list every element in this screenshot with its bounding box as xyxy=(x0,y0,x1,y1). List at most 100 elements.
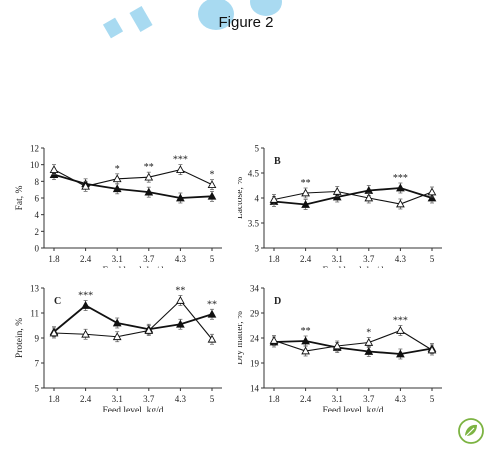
open-triangle-marker xyxy=(364,193,374,202)
x-tick-label: 5 xyxy=(430,394,435,404)
y-tick-label: 19 xyxy=(250,359,260,369)
series-line xyxy=(53,304,213,333)
x-tick-label: 5 xyxy=(430,254,435,264)
significance-mark: * xyxy=(115,164,120,175)
x-tick-label: 1.8 xyxy=(268,254,280,264)
lactose-chart: 3 3.5 4 4.5 5 1.8 2.4 3.1 3.7 4.3 5 Feed level, kg/… xyxy=(238,144,442,268)
y-tick-label: 2 xyxy=(35,227,40,237)
x-tick-label: 1.8 xyxy=(268,394,280,404)
x-tick-label: 2.4 xyxy=(300,254,312,264)
open-triangle-marker xyxy=(207,180,217,188)
open-triangle-marker xyxy=(144,172,154,181)
y-tick-label: 14 xyxy=(250,384,260,394)
filled-triangle-marker xyxy=(112,184,122,193)
series-line xyxy=(273,190,433,205)
filled-triangle-marker xyxy=(112,318,122,327)
figure-title: Figure 2 xyxy=(218,14,274,31)
panel-label: D xyxy=(274,296,281,307)
filled-triangle-marker xyxy=(396,349,405,358)
y-axis-label: Dry matter, % xyxy=(238,311,245,365)
significance-mark: * xyxy=(366,328,371,339)
open-triangle-marker xyxy=(207,334,217,343)
series-line xyxy=(53,173,213,199)
y-tick-label: 0 xyxy=(35,244,40,254)
significance-mark: ** xyxy=(207,299,217,310)
filled-triangle-marker xyxy=(207,309,217,318)
filled-triangle-marker xyxy=(301,336,310,345)
series-line xyxy=(273,329,433,352)
y-tick-label: 6 xyxy=(35,194,40,204)
x-tick-label: 4.3 xyxy=(395,254,407,264)
y-tick-label: 29 xyxy=(250,309,260,319)
significance-mark: ** xyxy=(301,326,311,337)
open-triangle-marker xyxy=(301,188,310,197)
y-tick-label: 4 xyxy=(255,194,260,204)
open-triangle-marker xyxy=(332,186,342,195)
filled-triangle-marker xyxy=(427,193,437,202)
leaf-logo-icon xyxy=(458,418,484,444)
open-triangle-marker xyxy=(396,325,405,334)
open-triangle-marker xyxy=(81,181,90,190)
x-tick-label: 3.7 xyxy=(143,394,155,404)
y-tick-label: 5 xyxy=(255,144,260,154)
open-triangle-marker xyxy=(49,328,59,337)
significance-mark: ** xyxy=(175,286,185,297)
y-tick-label: 4 xyxy=(35,210,40,220)
panel-label: B xyxy=(274,156,281,167)
y-tick-label: 5 xyxy=(35,384,40,394)
open-triangle-marker xyxy=(112,332,122,341)
open-triangle-marker xyxy=(364,337,374,346)
open-triangle-marker xyxy=(176,165,185,173)
y-tick-label: 3 xyxy=(255,244,260,254)
open-triangle-marker xyxy=(427,187,437,196)
fat-chart: 0 2 4 6 8 10 12 1.8 2.4 3.1 3.7 4.3 5 Feed level, kg/… xyxy=(15,144,222,268)
y-tick-label: 8 xyxy=(35,177,40,187)
series-line xyxy=(273,340,433,355)
filled-triangle-marker xyxy=(176,193,185,202)
x-tick-label: 2.4 xyxy=(300,394,312,404)
y-tick-label: 9 xyxy=(35,334,40,344)
panel-label: C xyxy=(54,296,61,307)
x-axis-label: Feed level, kg/d xyxy=(103,266,164,268)
open-triangle-marker xyxy=(49,165,59,173)
x-tick-label: 3.7 xyxy=(363,254,375,264)
significance-mark: ** xyxy=(144,162,154,173)
x-tick-label: 2.4 xyxy=(80,394,92,404)
significance-mark: *** xyxy=(393,316,408,327)
x-tick-label: 3.1 xyxy=(112,394,123,404)
dry-matter-chart: 14 19 24 29 34 1.8 2.4 3.1 3.7 4.3 5 Feed level, kg… xyxy=(238,284,442,412)
x-tick-label: 4.3 xyxy=(175,254,187,264)
series-line xyxy=(53,169,213,187)
y-tick-label: 24 xyxy=(250,334,260,344)
x-tick-label: 3.7 xyxy=(363,394,375,404)
x-axis-label: Feed level, kg/d xyxy=(323,406,384,412)
filled-triangle-marker xyxy=(396,183,405,192)
y-tick-label: 34 xyxy=(250,284,260,294)
x-tick-label: 5 xyxy=(210,394,215,404)
open-triangle-marker xyxy=(112,174,122,183)
x-axis-label: Feed level, kg/d xyxy=(323,266,384,268)
open-triangle-marker xyxy=(144,325,154,334)
open-triangle-marker xyxy=(269,194,279,203)
significance-mark: * xyxy=(210,170,215,181)
y-tick-label: 13 xyxy=(30,284,40,294)
y-tick-label: 3.5 xyxy=(248,219,260,229)
y-tick-label: 10 xyxy=(30,160,40,170)
x-tick-label: 5 xyxy=(210,254,215,264)
y-tick-label: 4.5 xyxy=(248,169,260,179)
filled-triangle-marker xyxy=(207,191,217,200)
x-tick-label: 4.3 xyxy=(175,394,187,404)
significance-mark: *** xyxy=(393,173,408,184)
x-tick-label: 1.8 xyxy=(48,394,60,404)
x-tick-label: 3.1 xyxy=(332,254,343,264)
y-axis-label: Protein, % xyxy=(15,318,25,358)
x-tick-label: 4.3 xyxy=(395,394,407,404)
open-triangle-marker xyxy=(269,335,279,344)
x-tick-label: 1.8 xyxy=(48,254,60,264)
open-triangle-marker xyxy=(81,329,90,338)
y-axis-label: Fat, % xyxy=(15,186,25,211)
open-triangle-marker xyxy=(176,295,185,304)
x-tick-label: 3.1 xyxy=(332,394,343,404)
open-triangle-marker xyxy=(396,199,405,208)
y-axis-label: Lactose, % xyxy=(238,177,245,219)
